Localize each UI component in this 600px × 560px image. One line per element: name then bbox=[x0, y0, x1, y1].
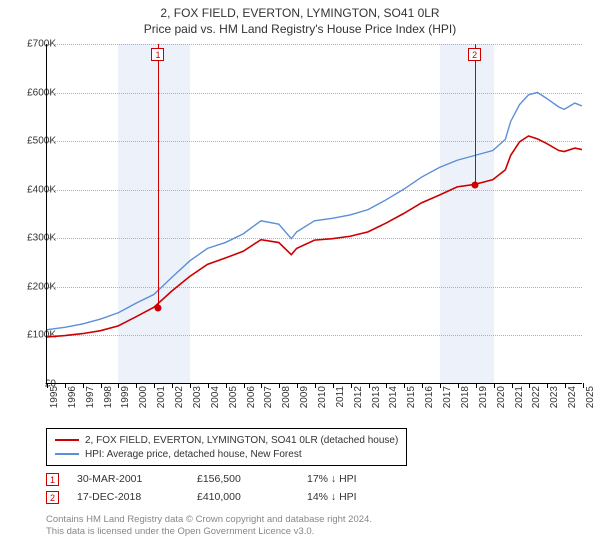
legend-row: HPI: Average price, detached house, New … bbox=[55, 447, 398, 461]
x-tick-label: 2015 bbox=[406, 386, 417, 416]
sale-marker: 2 bbox=[46, 491, 59, 504]
x-tick-label: 1995 bbox=[49, 386, 60, 416]
legend-row: 2, FOX FIELD, EVERTON, LYMINGTON, SO41 0… bbox=[55, 433, 398, 447]
marker-box: 2 bbox=[468, 48, 481, 61]
x-tick-label: 1998 bbox=[103, 386, 114, 416]
x-tick-label: 2023 bbox=[549, 386, 560, 416]
x-tick-label: 2022 bbox=[531, 386, 542, 416]
x-tick-label: 2003 bbox=[192, 386, 203, 416]
x-tick-label: 2010 bbox=[317, 386, 328, 416]
sale-price: £410,000 bbox=[197, 491, 307, 503]
legend-swatch bbox=[55, 453, 79, 455]
x-tick-label: 2021 bbox=[514, 386, 525, 416]
sale-date: 30-MAR-2001 bbox=[77, 473, 197, 485]
x-tick-label: 2007 bbox=[263, 386, 274, 416]
x-tick-label: 2001 bbox=[156, 386, 167, 416]
x-tick-label: 2000 bbox=[138, 386, 149, 416]
x-tick-label: 2017 bbox=[442, 386, 453, 416]
series-hpi bbox=[47, 92, 582, 329]
sale-date: 17-DEC-2018 bbox=[77, 491, 197, 503]
x-tick bbox=[583, 383, 584, 388]
marker-dot bbox=[472, 181, 479, 188]
footer-line2: This data is licensed under the Open Gov… bbox=[46, 526, 372, 538]
chart-lines-svg bbox=[47, 44, 582, 383]
marker-box: 1 bbox=[151, 48, 164, 61]
sale-delta: 14% ↓ HPI bbox=[307, 491, 407, 503]
x-tick-label: 2008 bbox=[281, 386, 292, 416]
x-tick-label: 2016 bbox=[424, 386, 435, 416]
x-tick-label: 2002 bbox=[174, 386, 185, 416]
sale-price: £156,500 bbox=[197, 473, 307, 485]
x-tick-label: 2013 bbox=[371, 386, 382, 416]
x-tick-label: 2019 bbox=[478, 386, 489, 416]
legend-label: 2, FOX FIELD, EVERTON, LYMINGTON, SO41 0… bbox=[85, 435, 398, 446]
legend-swatch bbox=[55, 439, 79, 441]
chart-container: 2, FOX FIELD, EVERTON, LYMINGTON, SO41 0… bbox=[0, 0, 600, 560]
marker-line bbox=[158, 44, 159, 308]
x-tick-label: 1996 bbox=[67, 386, 78, 416]
sale-row: 2 17-DEC-2018£410,00014% ↓ HPI bbox=[46, 488, 407, 506]
sales-table: 1 30-MAR-2001£156,50017% ↓ HPI 2 17-DEC-201… bbox=[46, 470, 407, 506]
x-tick-label: 1997 bbox=[85, 386, 96, 416]
sale-marker: 1 bbox=[46, 473, 59, 486]
x-tick-label: 1999 bbox=[120, 386, 131, 416]
title-address: 2, FOX FIELD, EVERTON, LYMINGTON, SO41 0… bbox=[0, 0, 600, 20]
footer-attribution: Contains HM Land Registry data © Crown c… bbox=[46, 514, 372, 539]
sale-row: 1 30-MAR-2001£156,50017% ↓ HPI bbox=[46, 470, 407, 488]
x-axis-labels: 1995 1996 1997 1998 1999 2000 2001 2002 2003 2004… bbox=[46, 386, 582, 426]
x-tick-label: 2012 bbox=[353, 386, 364, 416]
legend-label: HPI: Average price, detached house, New … bbox=[85, 449, 302, 460]
x-tick-label: 2025 bbox=[585, 386, 596, 416]
title-subtitle: Price paid vs. HM Land Registry's House … bbox=[0, 20, 600, 36]
x-tick-label: 2014 bbox=[388, 386, 399, 416]
footer-line1: Contains HM Land Registry data © Crown c… bbox=[46, 514, 372, 526]
legend-box: 2, FOX FIELD, EVERTON, LYMINGTON, SO41 0… bbox=[46, 428, 407, 466]
x-tick-label: 2004 bbox=[210, 386, 221, 416]
chart-plot-area: 12 bbox=[46, 44, 582, 384]
marker-dot bbox=[155, 304, 162, 311]
x-tick-label: 2005 bbox=[228, 386, 239, 416]
x-tick-label: 2011 bbox=[335, 386, 346, 416]
x-tick-label: 2018 bbox=[460, 386, 471, 416]
x-tick-label: 2006 bbox=[246, 386, 257, 416]
series-price_paid bbox=[47, 136, 582, 337]
x-tick-label: 2020 bbox=[496, 386, 507, 416]
marker-line bbox=[475, 44, 476, 185]
x-tick-label: 2024 bbox=[567, 386, 578, 416]
sale-delta: 17% ↓ HPI bbox=[307, 473, 407, 485]
x-tick-label: 2009 bbox=[299, 386, 310, 416]
